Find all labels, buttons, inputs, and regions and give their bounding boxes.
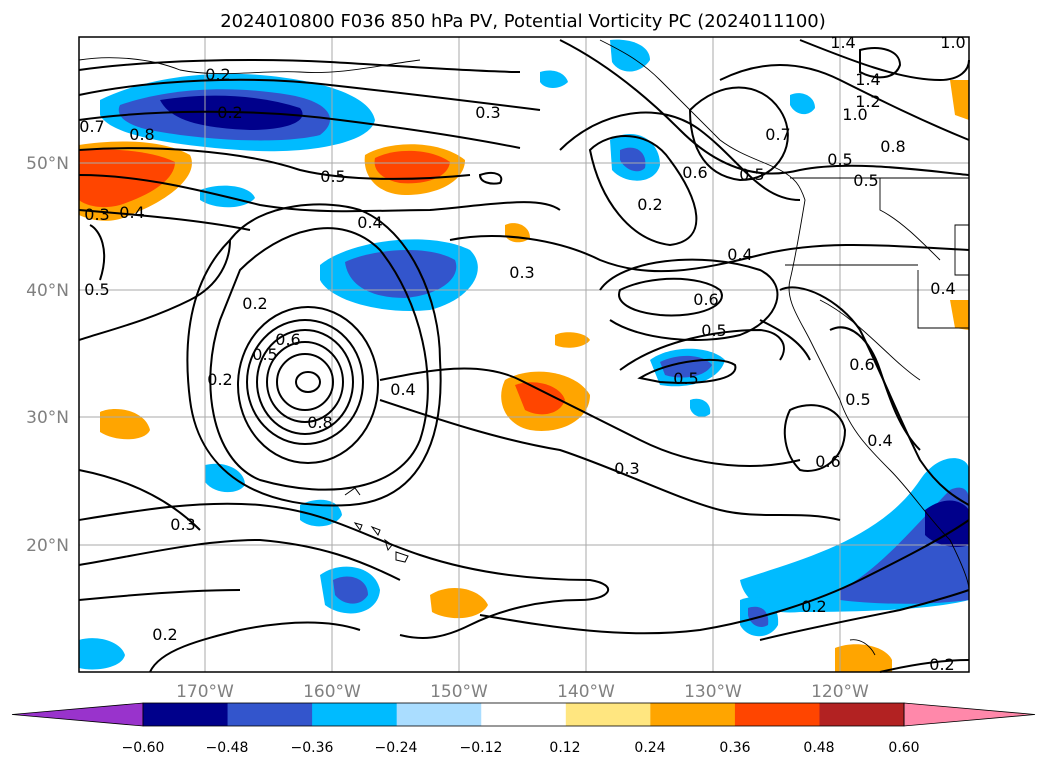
contour-label: 0.4 [930,279,955,298]
contour-label: 0.2 [801,597,826,616]
colorbar-segment [396,703,482,726]
anomaly-shading [79,39,969,672]
contour-label: 0.6 [849,355,874,374]
contour-label: 0.2 [217,103,242,122]
contour-label: 0.5 [739,165,764,184]
lat-label: 30°N [26,408,69,428]
contour-label: 0.3 [614,459,639,478]
contour-label: 1.4 [855,70,880,89]
colorbar-tick-label: −0.60 [122,740,165,756]
contour-label: 1.0 [842,105,867,124]
contour-label: 0.4 [867,431,892,450]
contour-label: 0.6 [815,452,840,471]
contour-label: 0.5 [84,280,109,299]
colorbar-segment [481,703,567,726]
colorbar-tick-label: 0.48 [803,740,834,756]
contour-label: 0.4 [357,213,382,232]
colorbar-tick-label: 0.24 [634,740,665,756]
contour-label: 0.8 [307,413,332,432]
contour-label: 0.5 [673,369,698,388]
contour-label: 0.6 [682,163,707,182]
contour-label: 0.4 [119,203,144,222]
colorbar-tick-label: −0.36 [291,740,334,756]
contour-label: 0.2 [637,195,662,214]
latitude-labels: 50°N 40°N 30°N 20°N [26,154,69,556]
contour-label: 0.6 [275,330,300,349]
colorbar-tick-label: −0.48 [206,740,249,756]
colorbar-tick-labels: −0.60 −0.48 −0.36 −0.24 −0.12 0.12 0.24 … [122,740,920,756]
contour-label: 0.2 [929,655,954,674]
lon-label: 150°W [430,682,488,702]
contour-label: 0.5 [827,150,852,169]
colorbar-tick-label: −0.12 [460,740,503,756]
contour-label: 0.3 [509,263,534,282]
contour-label: 0.2 [152,625,177,644]
colorbar-segment [312,703,398,726]
contour-label: 0.2 [207,370,232,389]
lon-label: 130°W [684,682,742,702]
contour-label: 0.4 [390,380,415,399]
contour-label: 1.2 [855,92,880,111]
colorbar-segment [734,703,820,726]
graticule [79,37,969,672]
map-panel: 0.2 0.3 0.5 0.4 0.2 0.3 0.2 0.4 0.6 0.5 … [78,33,970,674]
contour-label: 0.5 [701,321,726,340]
lat-label: 40°N [26,281,69,301]
colorbar-tick-label: 0.60 [888,740,919,756]
contour-label: 0.4 [727,245,752,264]
colorbar-segment [565,703,651,726]
colorbar-segment [650,703,736,726]
lon-label: 120°W [811,682,869,702]
contour-label: 1.0 [940,33,965,52]
colorbar-extend-max [903,702,1036,727]
contour-label: 0.8 [880,137,905,156]
contour-label: 0.5 [853,171,878,190]
contour-label: 0.2 [242,294,267,313]
colorbar-tick-label: 0.36 [719,740,750,756]
colorbar-segment [227,703,313,726]
lon-label: 160°W [303,682,361,702]
contour-label: 0.3 [84,205,109,224]
contour-label: 0.6 [693,290,718,309]
contour-label: 0.5 [320,167,345,186]
colorbar-segments [11,702,1036,727]
colorbar: −0.60 −0.48 −0.36 −0.24 −0.12 0.12 0.24 … [11,702,1036,756]
hawaii-islands [344,487,409,563]
contour-label: 0.7 [765,125,790,144]
longitude-labels: 170°W 160°W 150°W 140°W 130°W 120°W [176,682,869,702]
contour-label: 0.2 [205,65,230,84]
colorbar-tick-label: 0.12 [549,740,580,756]
colorbar-segment [143,703,229,726]
lon-label: 170°W [176,682,234,702]
colorbar-outline [142,702,905,727]
map-border [78,36,970,673]
pv-contours [78,39,970,673]
contour-label: 0.3 [475,103,500,122]
colorbar-extend-min [11,702,144,727]
contour-label: 0.3 [170,515,195,534]
contour-label: 0.5 [845,390,870,409]
contour-label: 0.8 [129,125,154,144]
figure-title: 2024010800 F036 850 hPa PV, Potential Vo… [220,11,826,32]
contour-label: 0.5 [252,345,277,364]
contour-label: 1.4 [830,33,855,52]
colorbar-tick-label: −0.24 [375,740,418,756]
colorbar-segment [819,703,905,726]
contour-labels: 0.2 0.3 0.5 0.4 0.2 0.3 0.2 0.4 0.6 0.5 … [79,33,965,674]
contour-label: 0.7 [79,117,104,136]
lat-label: 20°N [26,536,69,556]
lat-label: 50°N [26,154,69,174]
lon-label: 140°W [557,682,615,702]
